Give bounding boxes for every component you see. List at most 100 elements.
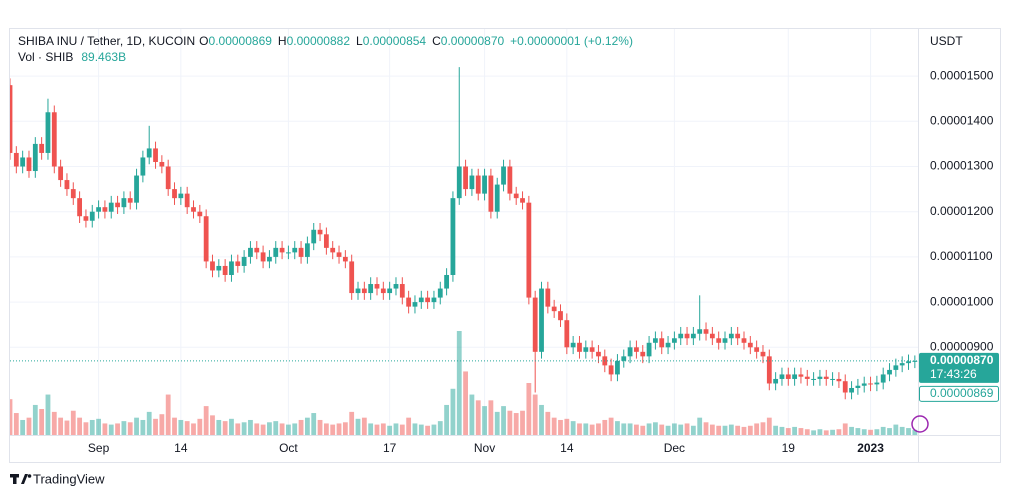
candle-body <box>823 376 829 379</box>
candle-body <box>880 374 886 383</box>
volume-bar <box>596 423 601 435</box>
candle-body <box>469 175 475 190</box>
volume-bar <box>273 421 279 435</box>
candle-body <box>640 351 646 357</box>
candle-body <box>703 329 709 334</box>
candle-body <box>754 347 760 352</box>
ohlc-key: C <box>432 34 441 48</box>
candle-body <box>418 297 424 303</box>
candle-body <box>868 383 873 385</box>
candle-body <box>488 175 494 212</box>
candle-body <box>735 333 741 339</box>
candle-body <box>165 166 171 190</box>
volume-bar <box>361 417 367 435</box>
candle-body <box>482 175 487 194</box>
volume-bar <box>374 424 380 435</box>
volume-bar <box>203 406 209 435</box>
ohlc-key: O <box>199 34 208 48</box>
candle-body <box>368 284 374 294</box>
y-tick-label: 0.00001100 <box>930 249 993 263</box>
volume-bar <box>861 429 867 435</box>
candle-body <box>836 378 842 382</box>
volume-name: Vol · SHIB <box>18 50 73 64</box>
volume-bar <box>501 406 506 435</box>
candle-body <box>399 284 405 298</box>
candle-body <box>893 365 899 370</box>
volume-bar <box>558 419 563 435</box>
volume-bar <box>140 419 146 435</box>
candle-body <box>45 112 51 153</box>
volume-bar <box>323 423 329 435</box>
candle-body <box>406 297 412 307</box>
candle-body <box>286 252 291 254</box>
volume-bar <box>463 371 468 435</box>
volume-bar <box>437 421 443 435</box>
volume-bar <box>108 424 114 435</box>
candle-body <box>39 143 45 153</box>
volume-bar <box>621 423 627 435</box>
candle-body <box>621 356 627 361</box>
candle-body <box>494 184 500 212</box>
candle-body <box>513 193 519 199</box>
candle-body <box>444 274 449 289</box>
candle-body <box>690 333 696 339</box>
symbol: SHIBA INU / Tether, 1D, KUCOIN <box>18 34 195 48</box>
volume-bar <box>697 417 703 435</box>
candle-body <box>615 360 620 375</box>
volume-bar <box>906 428 911 435</box>
candle-body <box>96 207 101 212</box>
volume-bar <box>210 415 215 435</box>
volume-bar <box>216 419 222 435</box>
candle-body <box>709 333 715 339</box>
candle-body <box>102 207 108 212</box>
volume-bar <box>159 414 165 435</box>
candle-body <box>678 333 684 339</box>
candle-body <box>387 288 393 294</box>
volume-bar <box>507 410 513 435</box>
candle-body <box>292 247 298 253</box>
volume-bar <box>545 411 551 435</box>
candle-body <box>804 376 810 379</box>
x-tick-label: 19 <box>782 441 796 455</box>
y-tick-label: 0.00001000 <box>930 294 994 308</box>
volume-bar <box>760 422 766 435</box>
candle-body <box>260 252 266 262</box>
candle-body <box>178 193 184 199</box>
candle-body <box>425 297 431 303</box>
candle-body <box>330 247 336 253</box>
candle-body <box>463 166 468 190</box>
candle-body <box>792 374 798 379</box>
volume-bar <box>317 419 323 435</box>
volume-bar <box>754 423 760 435</box>
event-icon[interactable] <box>911 415 929 433</box>
candle-body <box>741 338 747 343</box>
ohlc-key: H <box>278 34 287 48</box>
candle-body <box>159 161 165 167</box>
volume-bar <box>32 404 38 435</box>
x-tick-label: Nov <box>474 441 495 455</box>
open-price-label: 0.00000869 <box>930 386 994 400</box>
candle-body <box>475 175 481 194</box>
volume-bar <box>58 417 64 435</box>
candle-body <box>374 284 380 289</box>
candle-body <box>545 288 551 307</box>
volume-bar <box>773 425 779 435</box>
candle-body <box>70 189 76 199</box>
candle-body <box>235 261 241 266</box>
volume-bar <box>127 422 133 435</box>
volume-bar <box>45 394 51 435</box>
volume-bar <box>615 421 620 435</box>
x-tick-label: 14 <box>560 441 574 455</box>
volume-bar <box>380 423 386 435</box>
logo <box>10 474 32 484</box>
volume-bar <box>222 421 228 435</box>
volume-bar <box>304 417 310 435</box>
candle-body <box>197 211 203 217</box>
volume-bar <box>868 429 873 435</box>
volume-bar <box>121 421 127 435</box>
volume-bar <box>425 425 431 435</box>
candle-body <box>785 374 791 379</box>
volume-bar <box>747 425 753 435</box>
volume-bar <box>665 425 671 435</box>
